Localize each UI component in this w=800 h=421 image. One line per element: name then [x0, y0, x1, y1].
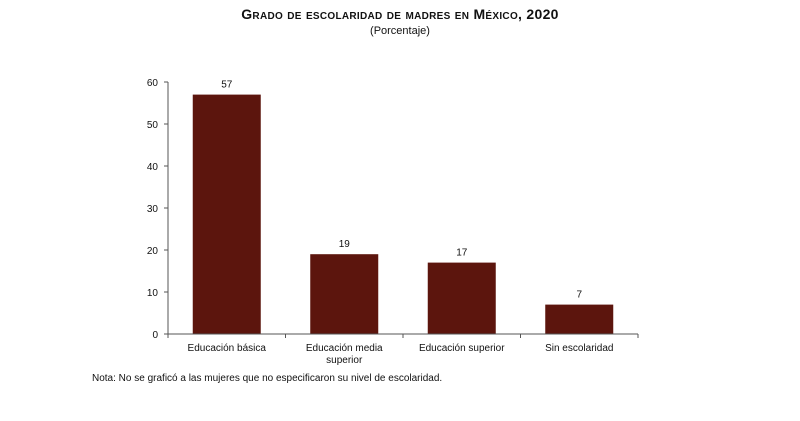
y-tick-label: 10: [147, 288, 159, 299]
y-tick-label: 60: [147, 78, 159, 89]
chart-note: Nota: No se graficó a las mujeres que no…: [92, 373, 443, 384]
x-tick-label: Educación superior: [419, 343, 505, 354]
y-tick-label: 0: [152, 330, 158, 341]
data-label: 19: [339, 239, 351, 250]
chart-subtitle: (Porcentaje): [370, 25, 430, 37]
x-tick-label: Sin escolaridad: [545, 343, 613, 354]
y-tick-label: 20: [147, 246, 159, 257]
bar: [427, 262, 496, 334]
y-tick-label: 50: [147, 120, 159, 131]
data-label: 57: [221, 80, 233, 91]
data-label: 7: [576, 290, 582, 301]
x-axis: Educación básica Educación media superior E…: [167, 333, 639, 366]
chart-title: Grado de escolaridad de madres en México…: [241, 6, 559, 22]
bar: [310, 254, 379, 334]
bar: [192, 94, 261, 334]
y-tick-label: 30: [147, 204, 159, 215]
bars: 57 19 17 7: [192, 80, 614, 334]
x-tick-label: Educación media superior: [306, 343, 383, 366]
y-axis: 0 10 20 30 40 50 60: [147, 78, 169, 341]
x-tick-label: Educación básica: [188, 343, 267, 354]
data-label: 17: [456, 248, 468, 259]
y-tick-label: 40: [147, 162, 159, 173]
bar: [545, 304, 614, 334]
